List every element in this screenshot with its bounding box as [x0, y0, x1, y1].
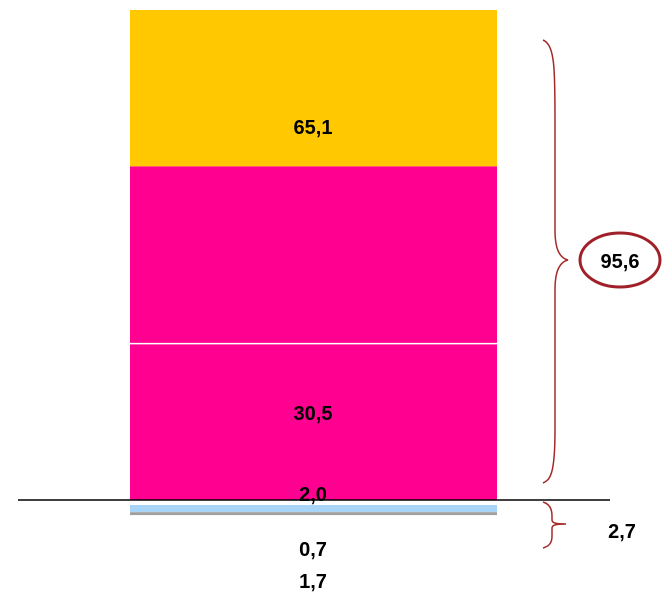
upper-total-circle: [578, 231, 662, 289]
segment-label-4: 1,7: [299, 571, 327, 593]
lower-total-label: 2,7: [608, 521, 636, 543]
segment-label-2: 2,0: [299, 484, 327, 506]
data-labels: 65,1 30,5 2,0 0,7 1,7: [294, 117, 333, 593]
segment-label-0: 65,1: [294, 117, 333, 139]
bar-segment-3: [130, 512, 497, 516]
upper-total-label: 95,6: [601, 251, 640, 273]
segment-label-1: 30,5: [294, 403, 333, 425]
segment-label-3: 0,7: [299, 539, 327, 561]
bar-segment-1: [130, 10, 497, 167]
lower-curly-brace: [542, 501, 567, 549]
bar-segments: [130, 10, 497, 522]
bar-segment-2: [130, 505, 497, 513]
upper-curly-brace: [542, 39, 569, 484]
bar-segment-0: [130, 166, 497, 501]
bar-segment-4: [130, 515, 497, 522]
